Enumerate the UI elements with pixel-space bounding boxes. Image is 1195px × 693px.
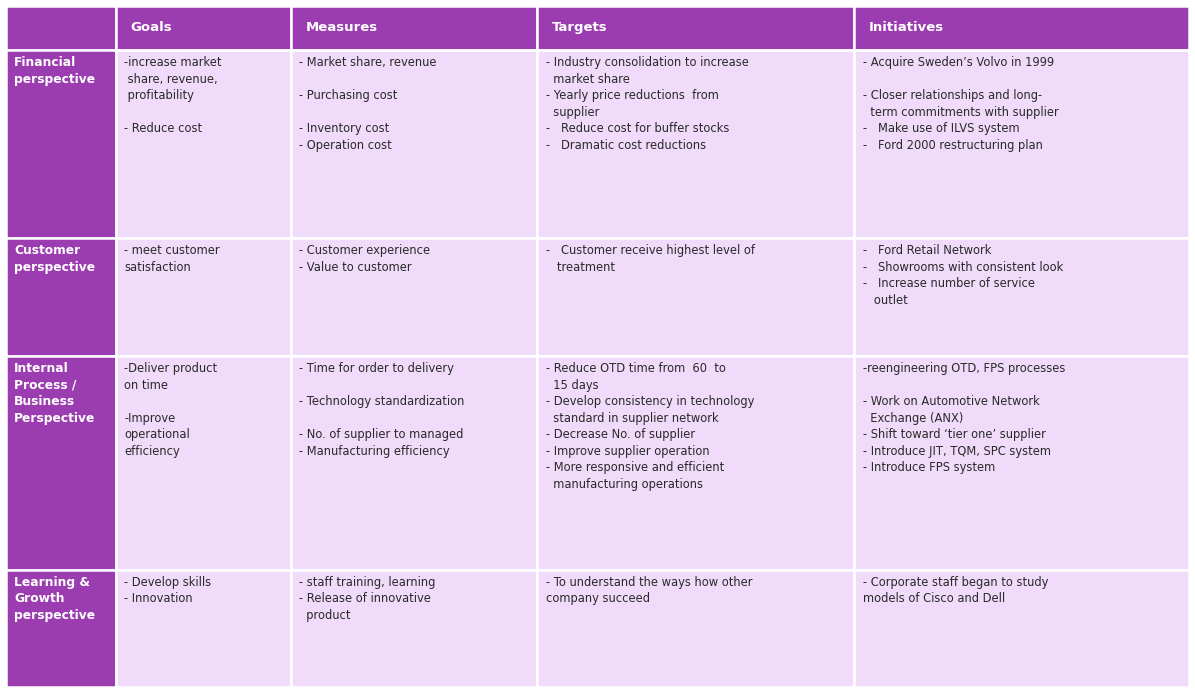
Bar: [116, 570, 292, 687]
Bar: [538, 570, 854, 687]
Bar: [538, 6, 854, 50]
Bar: [6, 50, 116, 238]
Bar: [854, 50, 1189, 238]
Bar: [292, 570, 538, 687]
Bar: [538, 50, 854, 238]
Bar: [292, 356, 538, 570]
Text: Measures: Measures: [306, 21, 378, 34]
Text: Internal
Process /
Business
Perspective: Internal Process / Business Perspective: [14, 362, 96, 425]
Text: Financial
perspective: Financial perspective: [14, 56, 96, 86]
Text: Learning &
Growth
perspective: Learning & Growth perspective: [14, 576, 96, 622]
Bar: [116, 6, 292, 50]
Text: -increase market
 share, revenue,
 profitability

- Reduce cost: -increase market share, revenue, profita…: [124, 56, 222, 135]
Bar: [538, 356, 854, 570]
Bar: [6, 356, 116, 570]
Text: Initiatives: Initiatives: [869, 21, 944, 34]
Text: Customer
perspective: Customer perspective: [14, 244, 96, 274]
Text: - Acquire Sweden’s Volvo in 1999

- Closer relationships and long-
  term commit: - Acquire Sweden’s Volvo in 1999 - Close…: [863, 56, 1059, 152]
Bar: [292, 50, 538, 238]
Text: - meet customer
satisfaction: - meet customer satisfaction: [124, 244, 220, 274]
Bar: [116, 356, 292, 570]
Text: -   Customer receive highest level of
   treatment: - Customer receive highest level of trea…: [546, 244, 754, 274]
Bar: [854, 356, 1189, 570]
Bar: [292, 238, 538, 356]
Text: -   Ford Retail Network
-   Showrooms with consistent look
-   Increase number o: - Ford Retail Network - Showrooms with c…: [863, 244, 1062, 307]
Bar: [6, 570, 116, 687]
Bar: [854, 238, 1189, 356]
Text: - To understand the ways how other
company succeed: - To understand the ways how other compa…: [546, 576, 752, 605]
Text: -Deliver product
on time

-Improve
operational
efficiency: -Deliver product on time -Improve operat…: [124, 362, 217, 457]
Text: - Customer experience
- Value to customer: - Customer experience - Value to custome…: [300, 244, 430, 274]
Bar: [292, 6, 538, 50]
Bar: [6, 6, 116, 50]
Text: - Market share, revenue

- Purchasing cost

- Inventory cost
- Operation cost: - Market share, revenue - Purchasing cos…: [300, 56, 437, 152]
Text: - Develop skills
- Innovation: - Develop skills - Innovation: [124, 576, 212, 605]
Text: Goals: Goals: [130, 21, 172, 34]
Bar: [538, 238, 854, 356]
Text: - Corporate staff began to study
models of Cisco and Dell: - Corporate staff began to study models …: [863, 576, 1048, 605]
Bar: [6, 238, 116, 356]
Text: - Time for order to delivery

- Technology standardization

- No. of supplier to: - Time for order to delivery - Technolog…: [300, 362, 465, 457]
Text: - staff training, learning
- Release of innovative
  product: - staff training, learning - Release of …: [300, 576, 436, 622]
Text: - Industry consolidation to increase
  market share
- Yearly price reductions  f: - Industry consolidation to increase mar…: [546, 56, 748, 152]
Bar: [116, 238, 292, 356]
Text: -reengineering OTD, FPS processes

- Work on Automotive Network
  Exchange (ANX): -reengineering OTD, FPS processes - Work…: [863, 362, 1065, 474]
Text: Targets: Targets: [552, 21, 607, 34]
Bar: [854, 570, 1189, 687]
Bar: [854, 6, 1189, 50]
Bar: [116, 50, 292, 238]
Text: - Reduce OTD time from  60  to
  15 days
- Develop consistency in technology
  s: - Reduce OTD time from 60 to 15 days - D…: [546, 362, 754, 491]
